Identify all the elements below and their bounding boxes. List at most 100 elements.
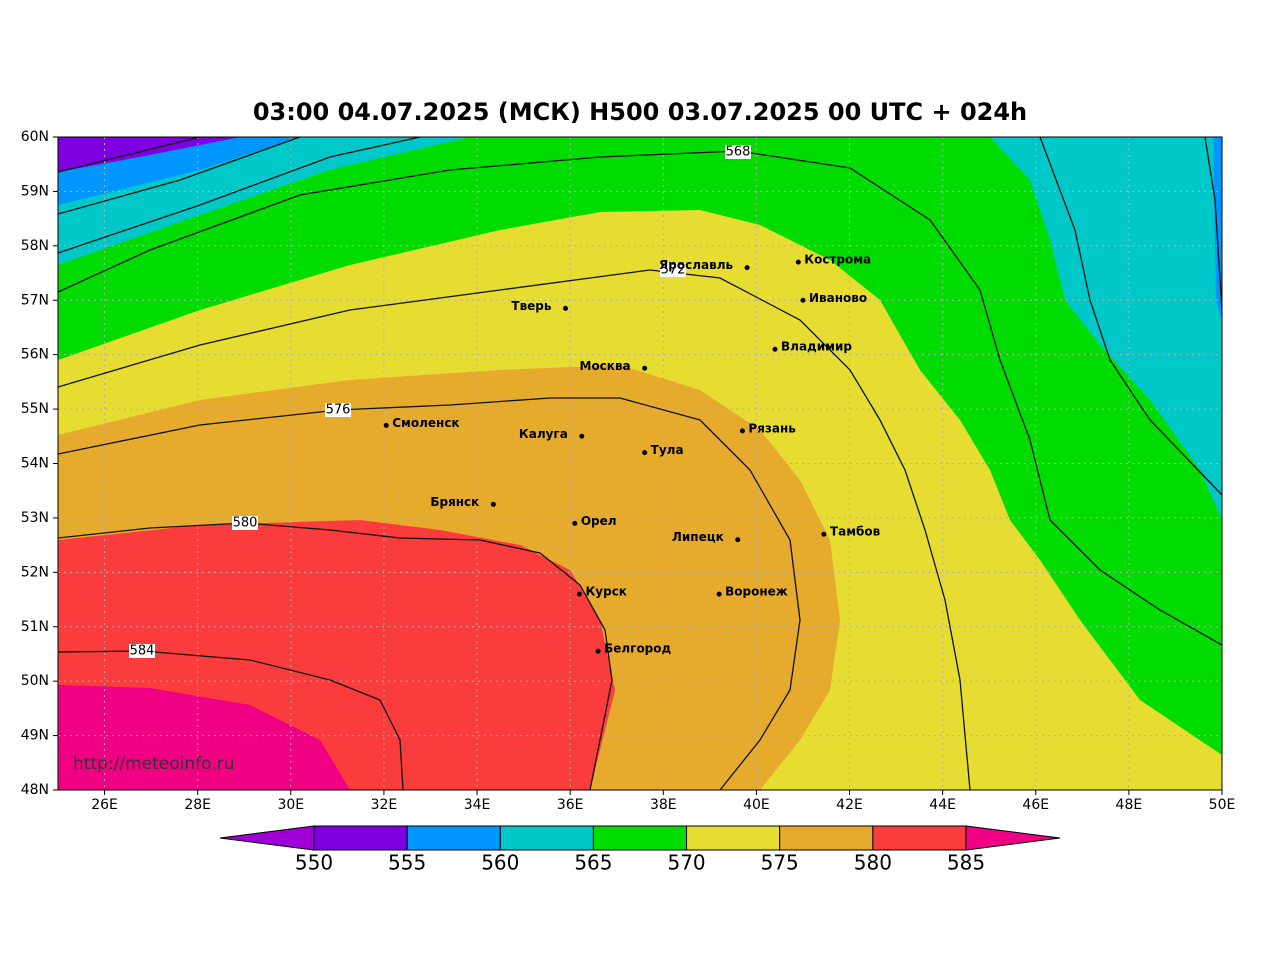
isoline	[1039, 137, 1222, 496]
city-dot	[563, 305, 569, 311]
city-label: Иваново	[809, 291, 867, 305]
lon-tick-label: 32E	[371, 797, 398, 813]
city-label: Ярославль	[659, 258, 733, 272]
lon-tick-label: 30E	[277, 797, 304, 813]
city-label: Тула	[651, 443, 684, 457]
city-label: Калуга	[519, 427, 568, 441]
isoline	[58, 137, 421, 254]
city-label: Белгород	[604, 642, 671, 656]
colorbar-label: 570	[667, 851, 705, 875]
contour-label-bg	[325, 403, 351, 417]
lat-tick-label: 52N	[21, 564, 49, 580]
contour	[58, 269, 971, 790]
lon-tick-label: 42E	[836, 797, 863, 813]
city-dot	[642, 365, 648, 371]
city-dot	[735, 537, 741, 543]
lat-tick-label: 53N	[21, 510, 49, 526]
colorbar-segment	[686, 825, 781, 851]
city-dot	[642, 450, 648, 456]
colorbar-segment	[406, 825, 501, 851]
colorbar-segment	[779, 825, 874, 851]
colorbar: 550 555 560 565 570 575 580 585	[219, 825, 1061, 875]
city-label: Тверь	[511, 299, 552, 313]
city-label: Владимир	[781, 340, 852, 354]
colorbar-label: 560	[481, 851, 519, 875]
contour-label: 584	[130, 644, 155, 659]
title: 03:00 04.07.2025 (МСК) H500 03.07.2025 0…	[253, 98, 1027, 126]
lat-tick-label: 57N	[21, 292, 49, 308]
city-label: Орел	[581, 514, 617, 528]
contour-label-bg	[129, 644, 155, 658]
contour-label-bg	[660, 263, 686, 277]
lat-tick-label: 56N	[21, 347, 49, 363]
city-dot	[490, 501, 496, 507]
city-label: Курск	[585, 585, 626, 599]
lon-tick-label: 46E	[1022, 797, 1049, 813]
lon-tick-label: 44E	[929, 797, 956, 813]
city-dot	[821, 531, 827, 537]
contour-label: 572	[661, 263, 686, 278]
contour	[58, 150, 1222, 646]
colorbar-segment	[872, 825, 967, 851]
colorbar-label: 575	[761, 851, 799, 875]
city-dot	[579, 433, 585, 439]
city-dot	[595, 648, 601, 654]
lat-tick-label: 58N	[21, 238, 49, 254]
lat-tick-label: 60N	[21, 129, 49, 145]
colorbar-label: 550	[295, 851, 333, 875]
isoline	[58, 137, 201, 173]
city-dot	[572, 520, 578, 526]
lat-tick-label: 55N	[21, 401, 49, 417]
lat-tick-label: 48N	[21, 782, 49, 798]
city-label: Воронеж	[725, 585, 788, 599]
city-label: Кострома	[804, 253, 871, 267]
lon-tick-label: 26E	[91, 797, 118, 813]
colorbar-segment	[592, 825, 688, 851]
city-dot	[739, 428, 745, 434]
contour-label-bg	[232, 516, 258, 530]
city-label: Смоленск	[392, 416, 459, 430]
city-label: Рязань	[748, 421, 796, 435]
contour	[58, 522, 613, 790]
field-585	[58, 685, 350, 790]
lon-tick-label: 28E	[184, 797, 211, 813]
city-dot	[576, 591, 582, 597]
lon-tick-label: 48E	[1116, 797, 1143, 813]
city-label: Тамбов	[830, 525, 881, 539]
lon-tick-label: 36E	[557, 797, 584, 813]
lat-tick-label: 49N	[21, 728, 49, 744]
lon-tick-label: 50E	[1209, 797, 1236, 813]
colorbar-segment	[313, 825, 408, 851]
city-label: Москва	[580, 359, 631, 373]
city-dot	[800, 297, 806, 303]
map: 568 572 576 580 584 26E 28E 30E 32E 34E 36E 38E 40E 4…	[21, 129, 1236, 813]
colorbar-label: 580	[854, 851, 892, 875]
isoline	[1204, 137, 1222, 311]
colorbar-label: 565	[574, 851, 612, 875]
isoline	[58, 137, 301, 215]
lat-tick-label: 50N	[21, 673, 49, 689]
city-label: Брянск	[430, 495, 479, 509]
colorbar-segment	[499, 825, 594, 851]
colorbar-label: 585	[947, 851, 985, 875]
contour-label: 576	[326, 403, 351, 418]
field-550	[58, 137, 240, 172]
lat-tick-label: 59N	[21, 183, 49, 199]
contour-label: 568	[726, 145, 751, 160]
city-dot	[744, 265, 750, 271]
colorbar-label: 555	[388, 851, 426, 875]
lon-tick-label: 38E	[650, 797, 677, 813]
city-label: Липецк	[672, 530, 724, 544]
watermark: http://meteoinfo.ru	[73, 754, 234, 774]
city-dot	[772, 346, 778, 352]
city-dot	[716, 591, 722, 597]
lat-tick-label: 51N	[21, 619, 49, 635]
lon-tick-label: 40E	[743, 797, 770, 813]
contour-label-bg	[725, 145, 751, 159]
contour-label: 580	[233, 516, 258, 531]
city-dot	[383, 422, 389, 428]
lat-tick-label: 54N	[21, 456, 49, 472]
lon-tick-label: 34E	[464, 797, 491, 813]
city-dot	[795, 259, 801, 265]
